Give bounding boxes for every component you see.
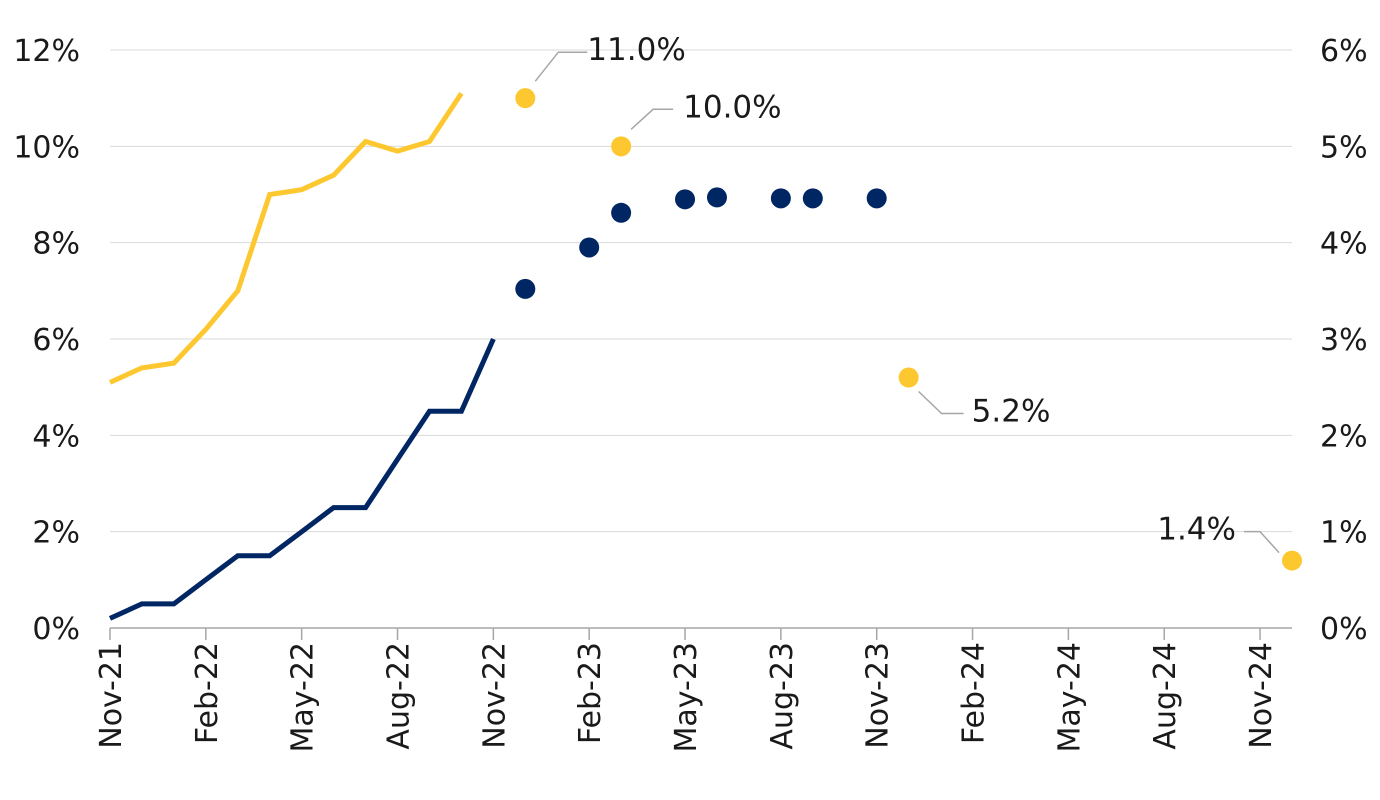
yellow-point xyxy=(515,88,536,109)
x-tick-label: May-23 xyxy=(669,642,704,753)
x-tick-label: May-24 xyxy=(1052,642,1087,753)
left-y-tick-label: 10% xyxy=(13,130,80,165)
x-tick-label: Nov-24 xyxy=(1244,642,1279,749)
left-y-tick-label: 4% xyxy=(32,419,80,454)
x-tick-label: Feb-24 xyxy=(957,642,992,744)
x-tick-label: Aug-23 xyxy=(765,642,800,750)
series xyxy=(108,88,1302,621)
left-y-tick-label: 0% xyxy=(32,612,80,647)
x-tick-label: Nov-21 xyxy=(94,642,129,749)
yellow-point xyxy=(1282,550,1302,571)
x-tick-label: Nov-22 xyxy=(477,642,512,749)
right-y-tick-label: 5% xyxy=(1320,130,1368,165)
right-y-axis: 0% 1% 2% 3% 4% 5% 6% xyxy=(1320,34,1368,647)
gridlines xyxy=(110,49,1292,533)
annotations: 11.0% 10.0% 5.2% 1.4% xyxy=(534,32,1280,554)
x-tick-labels: Nov-21 Feb-22 May-22 Aug-22 Nov-22 Feb-23 May-… xyxy=(94,642,1279,753)
left-y-axis: 0% 2% 4% 6% 8% 10% 12% xyxy=(13,34,80,647)
navy-point xyxy=(611,202,632,223)
left-y-tick-label: 2% xyxy=(32,516,80,551)
x-tick-label: Aug-22 xyxy=(382,642,417,750)
annotation-leader-line xyxy=(534,51,588,82)
right-y-tick-label: 2% xyxy=(1320,419,1368,454)
navy-point xyxy=(866,188,887,209)
left-y-tick-label: 12% xyxy=(13,34,80,69)
navy-point xyxy=(802,188,823,209)
x-tick-label: Feb-23 xyxy=(573,642,608,744)
navy-point xyxy=(515,278,536,299)
right-y-tick-label: 0% xyxy=(1320,612,1368,647)
yellow-point xyxy=(898,367,919,388)
navy-point xyxy=(579,237,600,258)
annotation-label: 11.0% xyxy=(587,32,685,68)
navy-point xyxy=(675,189,696,210)
annotation-label: 5.2% xyxy=(972,394,1051,430)
annotation-leader-line xyxy=(1244,530,1280,554)
navy-point xyxy=(706,187,727,208)
left-y-tick-label: 8% xyxy=(32,227,80,262)
right-y-tick-label: 6% xyxy=(1320,34,1368,69)
annotation-leader-line xyxy=(630,108,674,130)
x-tick-label: Aug-24 xyxy=(1148,642,1183,750)
navy-series-line xyxy=(108,337,496,621)
annotation-leader-line xyxy=(918,390,964,415)
x-tick-label: Nov-23 xyxy=(861,642,896,749)
x-tick-label: Feb-22 xyxy=(190,642,225,744)
left-y-tick-label: 6% xyxy=(32,323,80,358)
yellow-series-line xyxy=(108,92,464,385)
yellow-point xyxy=(611,136,632,157)
x-tick-label: May-22 xyxy=(286,642,321,753)
right-y-tick-label: 4% xyxy=(1320,227,1368,262)
x-axis xyxy=(109,627,1292,640)
annotation-label: 10.0% xyxy=(683,89,781,125)
annotation-label: 1.4% xyxy=(1157,512,1236,548)
right-y-tick-label: 3% xyxy=(1320,323,1368,358)
navy-point xyxy=(770,188,791,209)
right-y-tick-label: 1% xyxy=(1320,516,1368,551)
